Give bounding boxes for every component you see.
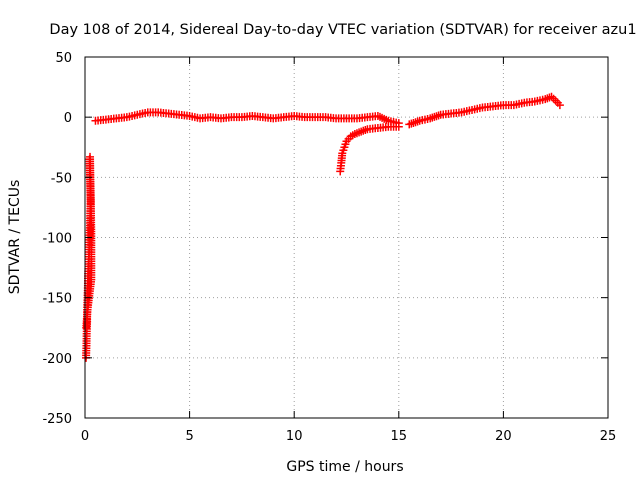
y-tick-label: -250 (42, 412, 72, 427)
x-tick-label: 5 (185, 429, 193, 444)
y-tick-label: -100 (42, 232, 72, 247)
y-tick-label: -200 (42, 352, 72, 367)
x-tick-label: 10 (286, 429, 303, 444)
chart-title: Day 108 of 2014, Sidereal Day-to-day VTE… (49, 22, 636, 38)
y-tick-label: -150 (42, 292, 72, 307)
y-tick-label: 50 (55, 51, 72, 66)
y-tick-label: 0 (64, 111, 72, 126)
x-tick-label: 0 (81, 429, 89, 444)
axis-ticks: 0 5 10 15 20 25 -250 -200 -150 -100 -50 0 50 (42, 51, 616, 444)
data-point (555, 101, 564, 110)
x-tick-label: 25 (600, 429, 617, 444)
data-point (82, 323, 91, 332)
y-axis-label: SDTVAR / TECUs (7, 180, 23, 295)
data-points (82, 92, 564, 362)
x-axis-label: GPS time / hours (286, 459, 403, 475)
x-tick-label: 20 (495, 429, 512, 444)
data-point (394, 122, 403, 131)
y-tick-label: -50 (51, 171, 72, 186)
x-tick-label: 15 (391, 429, 408, 444)
